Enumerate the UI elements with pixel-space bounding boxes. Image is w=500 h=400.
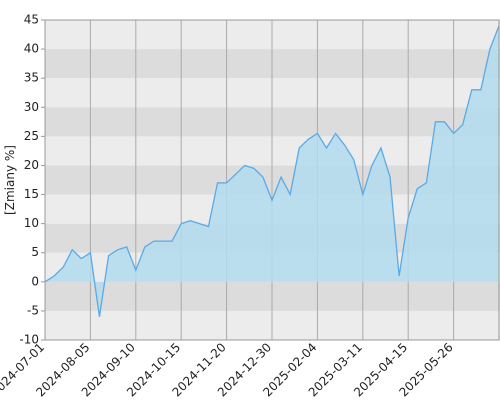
y-tick-label: 0 [31,274,39,288]
y-tick-label: 45 [24,13,39,27]
y-tick-label: -10 [19,333,39,347]
y-tick-label: -5 [27,303,39,317]
y-tick-label: 10 [24,216,39,230]
y-tick-label: 20 [24,158,39,172]
y-axis-label: [Zmiany %] [3,145,17,215]
y-tick-label: 40 [24,42,39,56]
plot-frame [44,19,500,341]
y-tick-label: 15 [24,187,39,201]
y-tick-label: 25 [24,129,39,143]
y-tick-label: 30 [24,100,39,114]
y-tick-label: 35 [24,71,39,85]
line [44,25,500,317]
y-tick-label: 5 [31,245,39,259]
area [45,25,499,317]
